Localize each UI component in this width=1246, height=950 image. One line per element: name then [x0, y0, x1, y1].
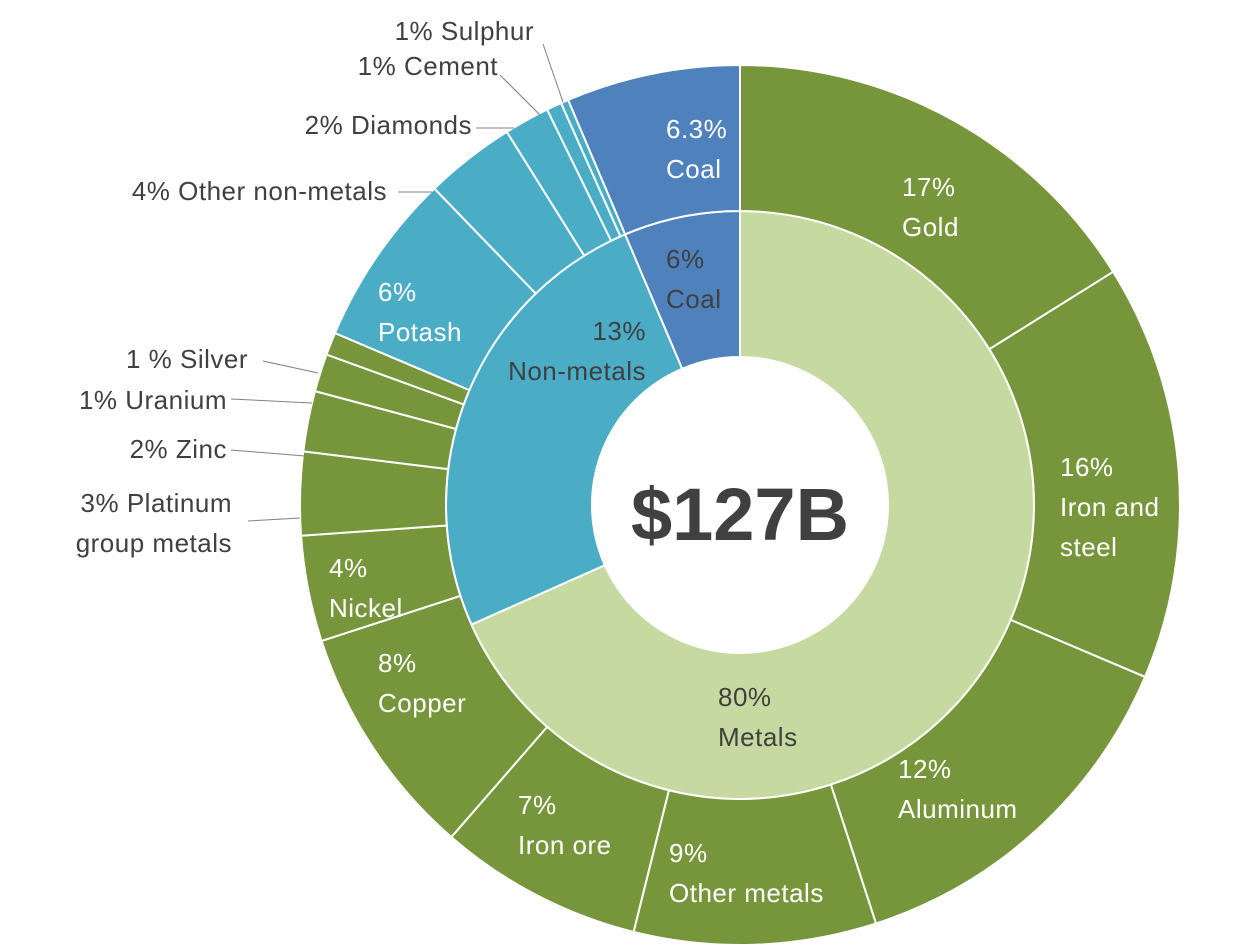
slice-label-line: 12%	[898, 754, 952, 784]
slice-label-line: 6%	[378, 277, 417, 307]
slice-label-line: 8%	[378, 648, 417, 678]
slice-label-outer-diamonds: 2% Diamonds	[305, 110, 472, 140]
slice-label-outer-silver: 1 % Silver	[126, 344, 248, 374]
slice-label-line: Coal	[666, 284, 721, 314]
slice-label-line: Aluminum	[898, 794, 1018, 824]
slice-label-line: 3% Platinum	[81, 488, 232, 518]
outer-slice-iron-and-steel	[987, 270, 1181, 679]
slice-label-line: 1% Sulphur	[395, 16, 534, 46]
outer-ring	[299, 63, 1181, 946]
slice-label-inner-metals: 80% Metals	[718, 682, 798, 752]
center-hole	[592, 357, 888, 653]
leader-line-sulphur	[542, 43, 564, 103]
slice-label-outer-coal: 6.3% Coal	[666, 114, 727, 184]
slice-label-line: Iron ore	[518, 830, 612, 860]
slice-label-outer-uranium: 1% Uranium	[79, 385, 227, 415]
leader-line-silver	[262, 360, 319, 374]
slice-label-line: 2% Diamonds	[305, 110, 472, 140]
slice-label-outer-copper: 8% Copper	[378, 648, 466, 718]
slice-label-outer-cement: 1% Cement	[358, 51, 499, 81]
slice-label-outer-sulphur: 1% Sulphur	[395, 16, 534, 46]
slice-label-outer-potash: 6% Potash	[378, 277, 462, 347]
slice-label-line: 80%	[718, 682, 772, 712]
inner-ring	[445, 209, 1035, 800]
slice-label-line: 6.3%	[666, 114, 727, 144]
slice-label-outer-iron-ore: 7% Iron ore	[518, 790, 612, 860]
slice-label-outer-other-non-metals: 4% Other non-metals	[132, 176, 387, 206]
leader-line-zinc	[230, 449, 306, 457]
leader-line-cement	[499, 74, 541, 116]
slice-label-line: group metals	[76, 528, 232, 558]
slice-label-line: Iron and	[1060, 492, 1159, 522]
center-total-label: $127B	[631, 473, 849, 556]
leader-line-platinum-group-metals	[247, 517, 301, 522]
slice-label-line: 1% Uranium	[79, 385, 227, 415]
slice-label-line: 17%	[902, 172, 956, 202]
slice-label-line: Gold	[902, 212, 959, 242]
slice-label-line: Non-metals	[508, 356, 646, 386]
slice-label-line: 9%	[669, 838, 708, 868]
slice-labels: 80% Metals 13% Non-metals 6% Coal 6.3% Coal 17% G…	[76, 16, 1159, 908]
slice-label-line: 16%	[1060, 452, 1114, 482]
slice-label-inner-non-metals: 13% Non-metals	[508, 316, 646, 386]
slice-label-line: 2% Zinc	[130, 434, 227, 464]
slice-label-inner-coal: 6% Coal	[666, 244, 721, 314]
slice-label-line: Potash	[378, 317, 462, 347]
slice-label-outer-nickel: 4% Nickel	[329, 553, 403, 623]
slice-label-line: Other metals	[669, 878, 824, 908]
outer-slice-gold	[739, 63, 1115, 351]
slice-label-line: 1 % Silver	[126, 344, 248, 374]
slice-label-line: Nickel	[329, 593, 403, 623]
slice-label-outer-aluminum: 12% Aluminum	[898, 754, 1018, 824]
slice-label-line: Copper	[378, 688, 466, 718]
leader-lines	[230, 43, 564, 522]
slice-label-line: 6%	[666, 244, 705, 274]
slice-label-line: 13%	[592, 316, 646, 346]
slice-label-outer-other-metals: 9% Other metals	[669, 838, 824, 908]
leader-line-uranium	[230, 398, 313, 404]
slice-label-line: Metals	[718, 722, 798, 752]
slice-label-line: Coal	[666, 154, 721, 184]
slice-label-line: 4% Other non-metals	[132, 176, 387, 206]
slice-label-outer-iron-and-steel: 16% Iron and steel	[1060, 452, 1159, 562]
slice-label-outer-gold: 17% Gold	[902, 172, 959, 242]
slice-label-line: steel	[1060, 532, 1117, 562]
outer-slice-sulphur	[559, 98, 627, 238]
slice-label-outer-zinc: 2% Zinc	[130, 434, 227, 464]
slice-label-line: 4%	[329, 553, 368, 583]
slice-label-line: 1% Cement	[358, 51, 499, 81]
slice-label-line: 7%	[518, 790, 557, 820]
slice-label-outer-platinum-group-metals: 3% Platinum group metals	[76, 488, 232, 558]
